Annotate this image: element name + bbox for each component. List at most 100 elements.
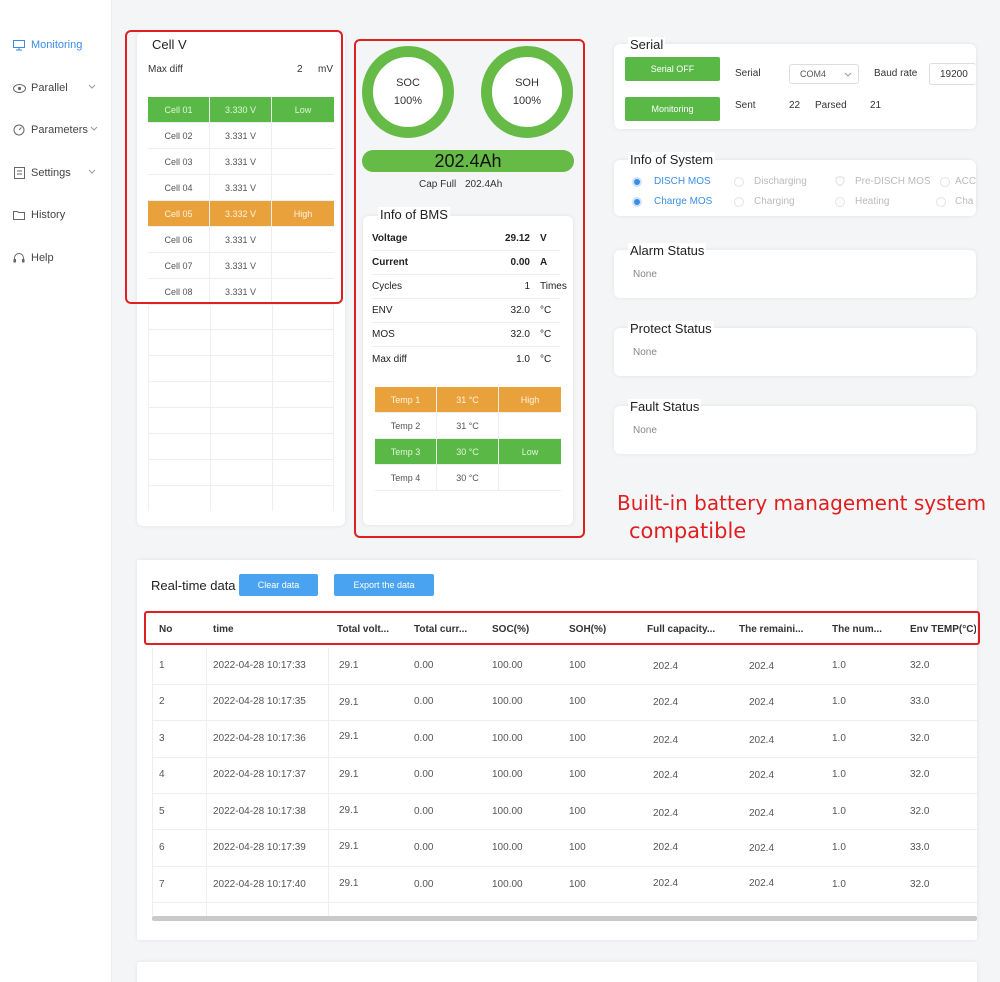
cell-voltage: 3.331 V: [210, 253, 272, 278]
cell-no: 1: [159, 660, 165, 671]
cell-no: 6: [159, 842, 165, 853]
cell-no: 5: [159, 806, 165, 817]
sidebar-item-parameters[interactable]: Parameters: [12, 120, 108, 140]
column-header-env-temp[interactable]: Env TEMP(°C): [910, 624, 976, 635]
bms-value: 1.0: [516, 353, 530, 365]
shield-icon: [835, 175, 845, 189]
annotation-line-1: Built-in battery management system: [617, 491, 987, 515]
serial-off-button[interactable]: Serial OFF: [625, 57, 720, 81]
cell-name: Cell 07: [148, 253, 210, 278]
cell-no: 3: [159, 733, 165, 744]
sidebar-item-parallel[interactable]: Parallel: [12, 78, 108, 98]
soc-value: 100%: [393, 95, 423, 107]
annotation-line-2: compatible: [629, 519, 747, 543]
baud-rate-value: 19200: [940, 68, 968, 80]
cell-flag: [272, 149, 334, 174]
cell-total-curr: 0.00: [414, 660, 434, 671]
bms-value: 0.00: [510, 257, 530, 268]
cell-voltage: 3.331 V: [210, 279, 272, 304]
bms-unit: V: [540, 233, 547, 244]
serial-port-select[interactable]: COM4: [789, 64, 859, 84]
cell-flag: [272, 227, 334, 252]
column-header-soc[interactable]: SOC(%): [492, 624, 530, 635]
gauge-icon: [12, 123, 26, 137]
sidebar-item-history[interactable]: History: [12, 205, 108, 225]
cell-row-08: Cell 08 3.331 V: [148, 279, 334, 305]
cell-row-07: Cell 07 3.331 V: [148, 253, 334, 279]
cell-soh: 100: [569, 806, 586, 817]
cell-row-04: Cell 04 3.331 V: [148, 175, 334, 201]
column-header-soh[interactable]: SOH(%): [569, 624, 607, 635]
cell-env-temp: 32.0: [910, 879, 930, 890]
capacity-value: 202.4Ah: [434, 150, 502, 171]
temp-flag: High: [520, 394, 540, 405]
chevron-down-icon: [90, 123, 100, 133]
soc-gauge: SOC 100%: [362, 46, 454, 138]
export-data-button[interactable]: Export the data: [334, 574, 434, 596]
row-divider: [152, 829, 977, 830]
cell-total-curr: 0.00: [414, 842, 434, 853]
protect-status-card: [614, 328, 976, 376]
cell-env-temp: 33.0: [910, 696, 930, 707]
sidebar-item-label: Parallel: [31, 82, 68, 94]
bms-value: 29.12: [504, 233, 530, 244]
sidebar-item-settings[interactable]: Settings: [12, 163, 108, 183]
discharging-indicator: [734, 177, 744, 187]
max-diff-label: Max diff: [148, 64, 183, 75]
temp-name: Temp 3: [375, 439, 437, 464]
column-divider: [152, 648, 153, 916]
charge-mos-indicator: [632, 197, 642, 207]
cell-full-capacity: 202.4: [653, 661, 679, 672]
system-info-title: Info of System: [628, 152, 716, 167]
cell-soc: 100.00: [492, 660, 523, 671]
protect-status-value: None: [633, 347, 657, 358]
cell-env-temp: 32.0: [910, 769, 930, 780]
cha-indicator: [936, 197, 946, 207]
soh-label: SOH: [515, 77, 539, 89]
cell-soh: 100: [569, 842, 586, 853]
temp-row-2: Temp 2 31 °C: [375, 413, 561, 439]
bms-unit: Times: [540, 281, 567, 292]
column-header-full-capacity[interactable]: Full capacity...: [647, 624, 716, 635]
column-header-number[interactable]: The num...: [832, 624, 882, 635]
cell-env-temp: 32.0: [910, 733, 930, 744]
sidebar-item-monitoring[interactable]: Monitoring: [12, 35, 108, 55]
row-divider: [152, 684, 977, 685]
temp-value: 31 °C: [437, 387, 499, 412]
bms-label: ENV: [372, 305, 393, 316]
cell-flag: Low: [294, 104, 312, 115]
cell-number: 1.0: [832, 696, 846, 707]
row-divider: [152, 866, 977, 867]
temp-flag: Low: [521, 446, 539, 457]
row-divider: [152, 793, 977, 794]
baud-rate-select[interactable]: 19200: [929, 63, 976, 85]
monitoring-button[interactable]: Monitoring: [625, 97, 720, 121]
sent-value: 22: [789, 100, 801, 111]
baud-rate-label: Baud rate: [874, 68, 918, 79]
eye-icon: [12, 81, 26, 95]
cell-flag: [272, 175, 334, 200]
clear-data-button[interactable]: Clear data: [239, 574, 318, 596]
serial-title: Serial: [628, 37, 666, 52]
column-header-time[interactable]: time: [213, 624, 234, 635]
horizontal-scrollbar[interactable]: [152, 916, 977, 921]
column-header-no[interactable]: No: [159, 624, 173, 635]
headset-icon: [12, 251, 26, 265]
cell-full-capacity: 202.4: [653, 878, 679, 889]
column-header-total-curr[interactable]: Total curr...: [414, 624, 468, 635]
protect-status-title: Protect Status: [628, 321, 714, 336]
cell-soc: 100.00: [492, 733, 523, 744]
cell-name: Cell 02: [148, 123, 210, 148]
bms-label: MOS: [372, 329, 395, 340]
cell-time: 2022-04-28 10:17:37: [213, 769, 306, 780]
temp-value: 30 °C: [437, 439, 499, 464]
column-header-total-volt[interactable]: Total volt...: [337, 624, 390, 635]
sidebar-item-help[interactable]: Help: [12, 248, 108, 268]
cell-voltage: 3.332 V: [210, 201, 272, 226]
bms-value: 1: [524, 281, 530, 292]
bms-value: 32.0: [510, 329, 530, 340]
realtime-data-card: [137, 560, 977, 940]
cell-soh: 100: [569, 879, 586, 890]
column-header-remaining[interactable]: The remaini...: [739, 624, 804, 635]
cell-number: 1.0: [832, 733, 846, 744]
